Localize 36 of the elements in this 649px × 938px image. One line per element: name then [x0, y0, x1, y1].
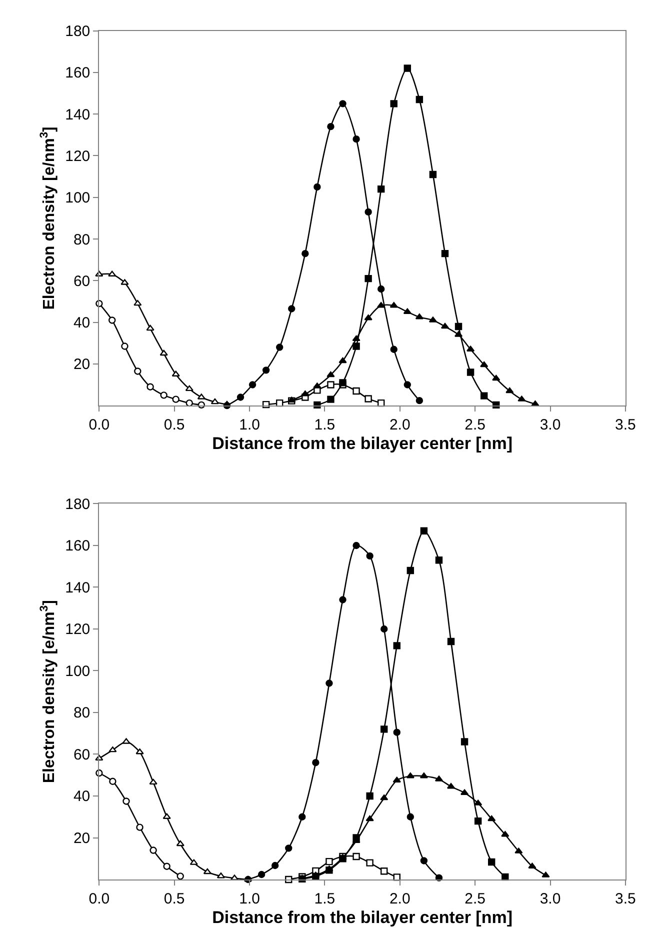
y-tick-label: 120: [65, 621, 90, 638]
y-tick-label: 40: [73, 788, 90, 806]
y-tick-label: 160: [65, 538, 90, 555]
x-tick-label: 1.5: [314, 416, 336, 434]
y-tick-label: 180: [65, 496, 90, 513]
x-tick-label: 0.0: [88, 890, 110, 908]
y-tick-label: 20: [73, 830, 90, 848]
y-tick-label: 180: [65, 23, 90, 40]
y-tick-label: 120: [65, 148, 90, 165]
x-tick-label: 2.0: [389, 890, 410, 908]
y-tick-label: 40: [73, 314, 90, 332]
y-tick-label: 100: [65, 662, 90, 680]
x-tick-label: 3.0: [540, 890, 561, 908]
y-tick-label: 60: [73, 272, 90, 290]
y-tick-label: 100: [65, 190, 90, 207]
x-tick-label: 0.0: [88, 416, 110, 434]
x-tick-label: 3.0: [540, 416, 561, 434]
x-axis-title: Distance from the bilayer center [nm]: [212, 434, 513, 453]
x-tick-label: 2.5: [464, 890, 486, 908]
x-tick-label: 1.0: [239, 416, 260, 434]
y-tick-label: 140: [65, 579, 90, 596]
x-tick-label: 0.5: [164, 890, 185, 908]
x-tick-label: 0.5: [164, 416, 185, 434]
x-tick-label: 2.0: [389, 416, 410, 434]
y-tick-label: 80: [73, 704, 90, 722]
y-tick-label: 140: [65, 106, 90, 124]
x-tick-label: 1.5: [314, 890, 336, 908]
x-tick-label: 3.5: [615, 416, 636, 434]
x-tick-label: 3.5: [615, 890, 636, 908]
y-tick-label: 160: [65, 64, 90, 82]
x-tick-label: 1.0: [239, 890, 260, 908]
y-tick-label: 60: [73, 746, 90, 764]
x-axis-title: Distance from the bilayer center [nm]: [212, 908, 513, 927]
x-tick-label: 2.5: [464, 416, 486, 434]
y-tick-label: 20: [73, 356, 90, 374]
y-tick-label: 80: [73, 231, 90, 248]
